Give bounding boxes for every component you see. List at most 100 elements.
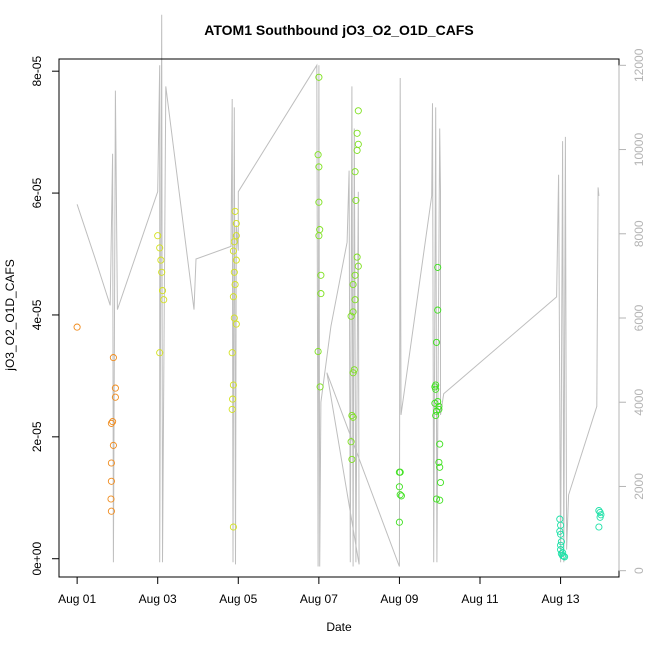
y-tick-label: 0e+00 bbox=[30, 542, 44, 576]
data-point bbox=[397, 492, 405, 500]
data-point bbox=[316, 383, 324, 391]
data-point bbox=[229, 381, 237, 389]
y2-tick-label: 8000 bbox=[632, 220, 646, 247]
data-point bbox=[228, 349, 236, 357]
data-point bbox=[229, 523, 237, 531]
data-point bbox=[230, 238, 238, 246]
y-tick-label: 8e-05 bbox=[30, 56, 44, 87]
series-4 bbox=[556, 507, 605, 561]
y-axis-label: jO3_O2_O1D_CAFS bbox=[3, 259, 17, 371]
data-point bbox=[556, 527, 564, 535]
x-axis: Aug 01 Aug 03 Aug 05 Aug 07 Aug 09 Aug 11 Aug … bbox=[58, 576, 580, 606]
data-point bbox=[348, 411, 356, 420]
data-point bbox=[557, 530, 565, 538]
data-point bbox=[156, 244, 164, 252]
data-point bbox=[109, 441, 117, 449]
data-point bbox=[231, 280, 239, 289]
y2-tick-label: 12000 bbox=[632, 48, 646, 82]
data-point bbox=[230, 268, 238, 276]
data-point bbox=[436, 440, 444, 448]
data-point bbox=[432, 407, 441, 415]
data-point bbox=[435, 405, 443, 413]
data-point bbox=[434, 306, 442, 314]
data-point bbox=[232, 256, 240, 264]
data-point bbox=[351, 296, 359, 304]
data-point bbox=[432, 385, 440, 393]
data-point bbox=[232, 219, 240, 228]
data-point bbox=[432, 338, 441, 346]
data-point bbox=[432, 495, 441, 503]
data-point bbox=[557, 538, 565, 546]
data-point bbox=[436, 463, 444, 471]
data-point bbox=[157, 256, 165, 264]
data-point bbox=[559, 549, 567, 557]
y-axis-right: 0 2000 4000 6000 8000 10000 12000 bbox=[618, 48, 646, 574]
x-axis-label: Date bbox=[326, 620, 352, 634]
data-point bbox=[561, 553, 569, 561]
data-point bbox=[353, 129, 361, 137]
data-point bbox=[351, 168, 359, 176]
data-point bbox=[314, 347, 322, 356]
data-point bbox=[348, 455, 356, 463]
y2-tick-label: 4000 bbox=[632, 389, 646, 416]
data-point bbox=[317, 290, 325, 298]
x-tick-label: Aug 05 bbox=[219, 592, 257, 606]
data-point bbox=[73, 323, 81, 331]
data-point bbox=[349, 369, 357, 377]
data-point bbox=[560, 552, 568, 560]
data-point bbox=[349, 280, 357, 289]
data-point bbox=[229, 247, 237, 255]
data-point bbox=[556, 515, 564, 523]
data-point bbox=[229, 395, 237, 403]
data-point bbox=[353, 253, 361, 261]
x-tick-label: Aug 11 bbox=[461, 592, 498, 606]
data-point bbox=[160, 296, 168, 304]
data-point bbox=[107, 495, 115, 503]
data-point bbox=[349, 413, 357, 421]
y2-tick-label: 2000 bbox=[632, 473, 646, 500]
data-point bbox=[315, 232, 323, 240]
x-tick-label: Aug 01 bbox=[58, 592, 96, 606]
data-point bbox=[232, 320, 240, 328]
y2-tick-label: 10000 bbox=[632, 133, 646, 167]
y-tick-label: 6e-05 bbox=[30, 177, 44, 208]
data-point bbox=[432, 411, 440, 420]
data-point bbox=[228, 405, 236, 413]
data-point bbox=[347, 438, 355, 446]
data-point bbox=[557, 541, 565, 549]
series-1 bbox=[154, 207, 240, 531]
data-point bbox=[158, 287, 167, 295]
data-point bbox=[107, 507, 115, 515]
data-point bbox=[351, 271, 359, 279]
data-point bbox=[315, 163, 323, 171]
altitude-series bbox=[76, 14, 600, 567]
data-point bbox=[396, 491, 404, 499]
data-point bbox=[354, 262, 362, 270]
data-point bbox=[154, 232, 162, 240]
data-point bbox=[109, 354, 117, 362]
data-point bbox=[349, 308, 357, 316]
data-point bbox=[396, 468, 404, 476]
data-point bbox=[317, 271, 325, 279]
data-point bbox=[347, 312, 355, 320]
y2-tick-label: 6000 bbox=[632, 304, 646, 331]
scatter-points bbox=[73, 73, 605, 561]
y2-tick-label: 0 bbox=[632, 567, 646, 574]
altitude-line bbox=[76, 14, 600, 567]
data-point bbox=[436, 496, 444, 504]
data-point bbox=[434, 397, 442, 406]
y-tick-label: 2e-05 bbox=[30, 421, 44, 452]
data-point bbox=[315, 198, 323, 206]
data-point bbox=[596, 513, 604, 521]
y-tick-label: 4e-05 bbox=[30, 299, 44, 330]
data-point bbox=[350, 366, 358, 374]
data-point bbox=[434, 263, 442, 271]
data-point bbox=[354, 107, 362, 115]
data-point bbox=[107, 419, 115, 427]
data-point bbox=[111, 384, 119, 392]
data-point bbox=[595, 507, 603, 515]
data-point bbox=[158, 268, 166, 276]
data-point bbox=[229, 293, 237, 301]
data-point bbox=[353, 146, 361, 154]
chart-title: ATOM1 Southbound jO3_O2_O1D_CAFS bbox=[204, 22, 473, 38]
